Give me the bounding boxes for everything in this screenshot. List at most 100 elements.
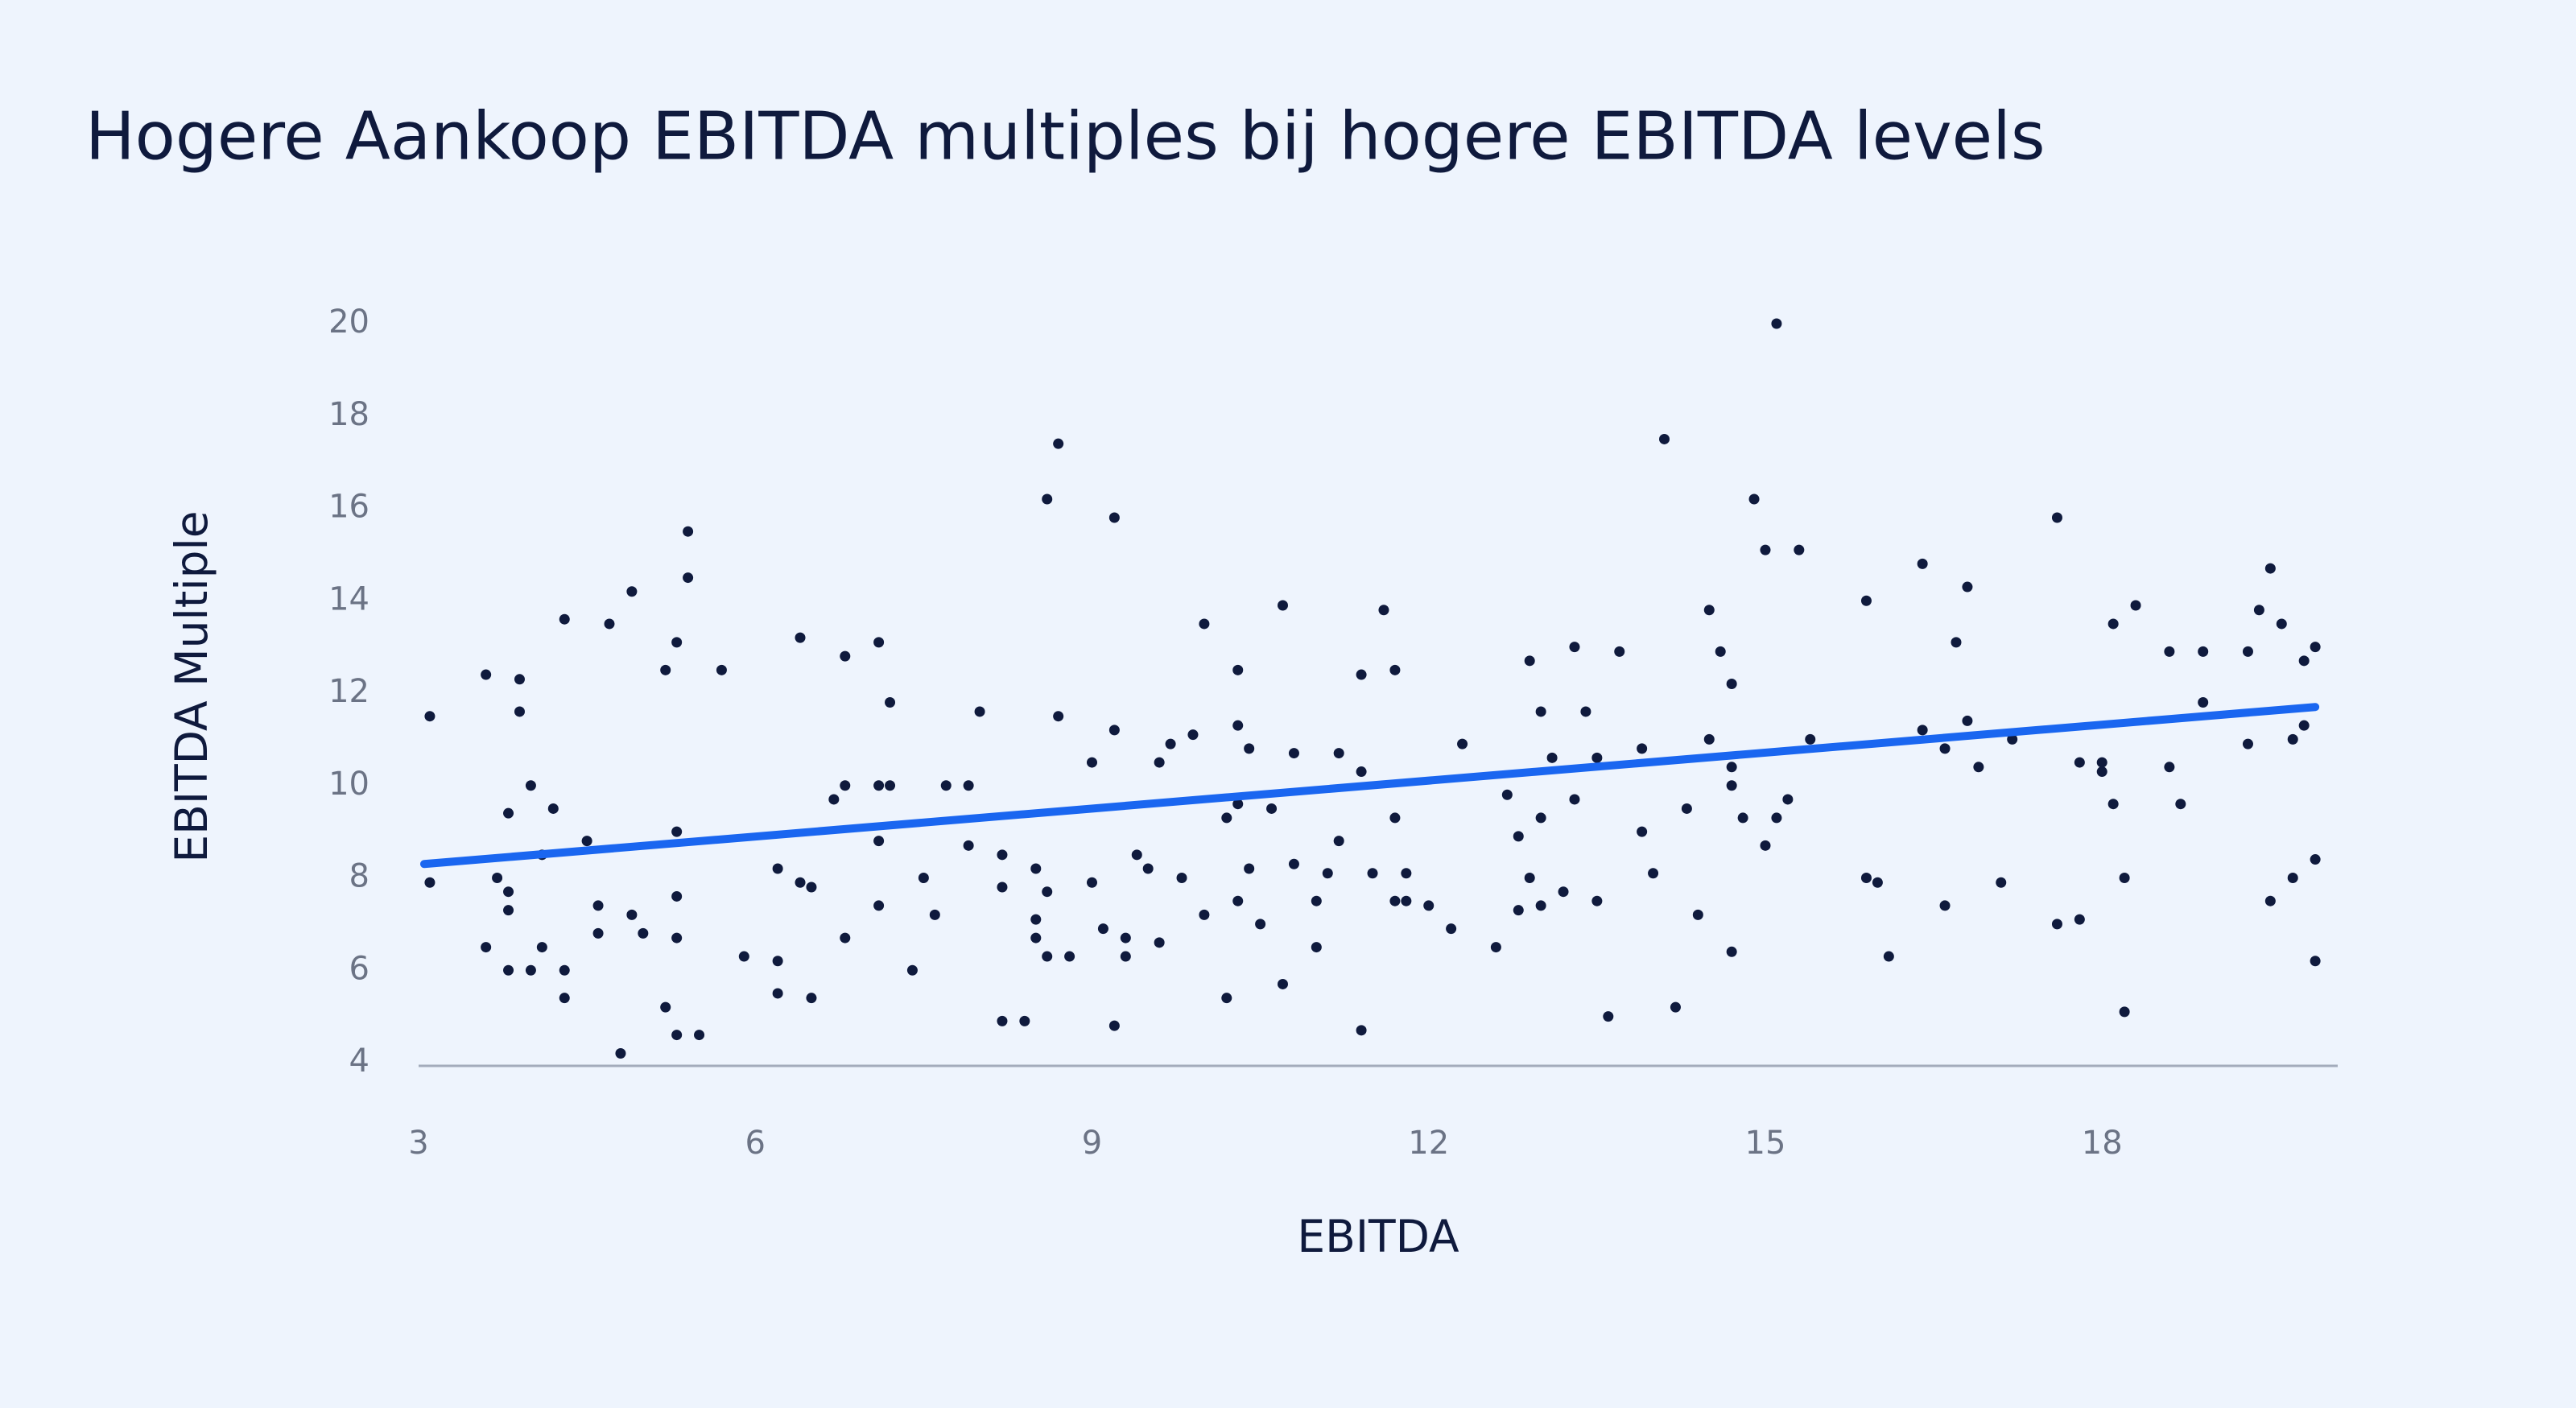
scatter-point: [1176, 873, 1187, 883]
scatter-point: [1401, 868, 1412, 879]
y-tick-label: 14: [328, 580, 369, 617]
scatter-point: [1760, 840, 1771, 851]
scatter-point: [424, 877, 436, 888]
scatter-point: [940, 780, 952, 791]
scatter-point: [885, 696, 896, 708]
scatter-point: [738, 951, 749, 962]
scatter-point: [1389, 895, 1401, 906]
scatter-point: [1221, 812, 1232, 824]
scatter-point: [1232, 720, 1244, 731]
scatter-point: [1737, 812, 1748, 824]
x-axis-title: EBITDA: [1297, 1211, 1459, 1262]
scatter-point: [547, 803, 559, 814]
scatter-point: [1367, 868, 1378, 879]
scatter-point: [2051, 512, 2062, 523]
scatter-point: [1042, 886, 1053, 898]
scatter-point: [1535, 812, 1546, 824]
scatter-point: [1131, 849, 1142, 861]
scatter-point: [2287, 873, 2298, 883]
scatter-point: [2107, 799, 2119, 810]
scatter-point: [514, 706, 525, 717]
scatter-point: [424, 711, 436, 722]
scatter-point: [503, 964, 514, 976]
scatter-point: [2096, 757, 2107, 768]
scatter-point: [1501, 789, 1513, 800]
scatter-point: [2264, 895, 2276, 906]
scatter-point: [1917, 725, 1928, 736]
scatter-point: [1086, 757, 1097, 768]
scatter-point: [2007, 733, 2018, 745]
scatter-point: [626, 909, 638, 920]
scatter-point: [1288, 858, 1299, 869]
scatter-point: [1637, 826, 1648, 837]
scatter-point: [1244, 743, 1255, 754]
scatter-point: [2074, 757, 2085, 768]
scatter-point: [963, 780, 974, 791]
scatter-point: [2287, 733, 2298, 745]
scatter-point: [2175, 799, 2186, 810]
scatter-point: [974, 706, 985, 717]
scatter-point: [997, 1015, 1008, 1026]
scatter-point: [1446, 923, 1457, 935]
scatter-point: [1872, 877, 1883, 888]
scatter-point: [1715, 646, 1726, 657]
scatter-point: [772, 956, 783, 967]
scatter-point: [481, 942, 492, 953]
scatter-point: [1805, 733, 1816, 745]
y-tick-label: 18: [328, 396, 369, 433]
scatter-point: [1591, 752, 1603, 763]
scatter-point: [1120, 932, 1131, 943]
scatter-point: [1648, 868, 1659, 879]
scatter-point: [1311, 895, 1322, 906]
scatter-point: [885, 780, 896, 791]
scatter-point: [1232, 664, 1244, 675]
x-tick-label: 9: [1082, 1125, 1102, 1162]
scatter-point: [2051, 919, 2062, 930]
scatter-point: [638, 927, 649, 939]
scatter-point: [963, 840, 974, 851]
scatter-point: [1490, 942, 1501, 953]
scatter-point: [716, 664, 727, 675]
scatter-point: [1535, 900, 1546, 911]
scatter-point: [1333, 836, 1344, 847]
scatter-point: [1860, 595, 1872, 606]
scatter-point: [2310, 854, 2321, 865]
scatter-point: [1019, 1015, 1030, 1026]
scatter-point: [525, 964, 536, 976]
scatter-point: [795, 632, 806, 643]
scatter-point: [1782, 794, 1794, 805]
scatter-point: [2310, 642, 2321, 653]
scatter-point: [1580, 706, 1591, 717]
scatter-point: [2107, 618, 2119, 630]
scatter-point: [660, 664, 671, 675]
scatter-point: [1546, 752, 1558, 763]
x-tick-label: 6: [745, 1125, 766, 1162]
scatter-point: [2242, 738, 2253, 749]
scatter-point: [1221, 993, 1232, 1004]
scatter-point: [503, 905, 514, 916]
scatter-point: [1199, 618, 1210, 630]
scatter-point: [2253, 605, 2264, 616]
x-tick-label: 15: [1745, 1125, 1786, 1162]
scatter-point: [997, 882, 1008, 893]
scatter-point: [873, 780, 885, 791]
scatter-point: [2198, 646, 2209, 657]
scatter-point: [683, 526, 694, 537]
scatter-point: [514, 674, 525, 685]
scatter-point: [1232, 799, 1244, 810]
scatter-point: [1187, 729, 1199, 741]
scatter-point: [1277, 978, 1288, 989]
y-tick-label: 6: [349, 950, 369, 987]
scatter-point: [1637, 743, 1648, 754]
scatter-point: [1378, 605, 1389, 616]
scatter-point: [2096, 766, 2107, 778]
scatter-point: [1401, 895, 1412, 906]
scatter-point: [536, 942, 547, 953]
scatter-point: [1681, 803, 1692, 814]
scatter-point: [1513, 905, 1524, 916]
scatter-point: [997, 849, 1008, 861]
scatter-point: [772, 988, 783, 999]
scatter-point: [1244, 863, 1255, 874]
scatter-point: [671, 932, 683, 943]
scatter-point: [581, 836, 592, 847]
